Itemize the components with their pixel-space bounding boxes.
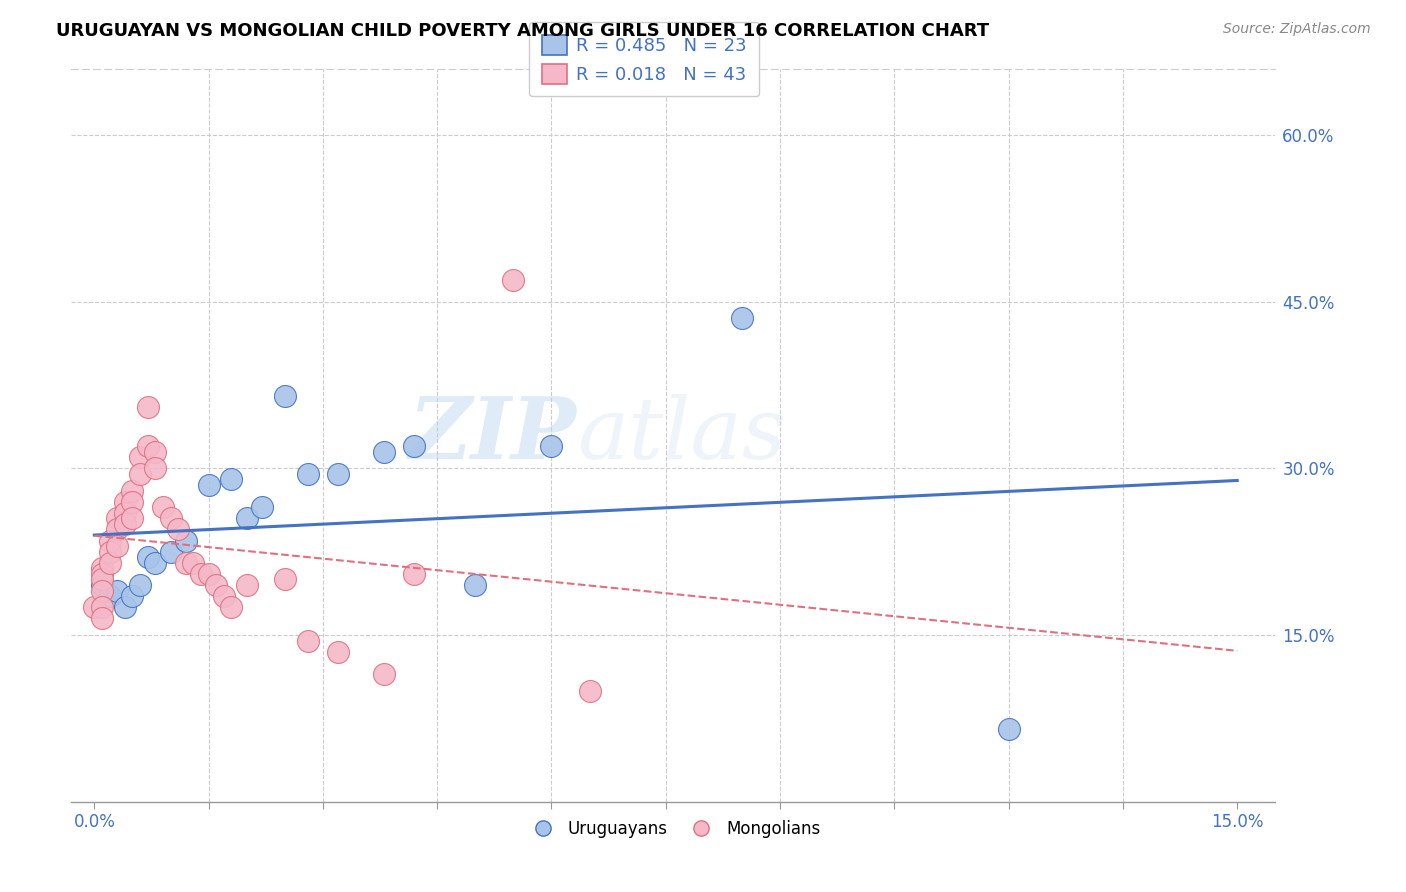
Text: URUGUAYAN VS MONGOLIAN CHILD POVERTY AMONG GIRLS UNDER 16 CORRELATION CHART: URUGUAYAN VS MONGOLIAN CHILD POVERTY AMO… [56, 22, 990, 40]
Point [114, 600, 136, 615]
Point [183, 556, 205, 570]
Point [997, 723, 1019, 737]
Point [143, 461, 166, 475]
Point [197, 478, 219, 492]
Point [136, 439, 159, 453]
Point [578, 683, 600, 698]
Point [297, 467, 319, 481]
Point [373, 666, 395, 681]
Point [91, 600, 114, 615]
Point [502, 272, 524, 286]
Point [235, 511, 257, 525]
Point [212, 589, 235, 603]
Point [197, 566, 219, 581]
Point [167, 523, 190, 537]
Point [221, 473, 243, 487]
Point [404, 439, 426, 453]
Point [114, 494, 136, 508]
Point [373, 444, 395, 458]
Point [221, 600, 243, 615]
Point [274, 573, 297, 587]
Point [105, 523, 128, 537]
Point [98, 589, 121, 603]
Point [297, 633, 319, 648]
Point [143, 556, 166, 570]
Point [91, 578, 114, 592]
Point [91, 573, 114, 587]
Point [105, 583, 128, 598]
Point [98, 533, 121, 548]
Point [540, 439, 562, 453]
Point [114, 506, 136, 520]
Point [136, 401, 159, 415]
Point [143, 444, 166, 458]
Point [464, 578, 486, 592]
Point [98, 544, 121, 558]
Point [731, 311, 754, 326]
Point [159, 511, 181, 525]
Point [91, 566, 114, 581]
Point [121, 483, 143, 498]
Point [136, 550, 159, 565]
Text: Source: ZipAtlas.com: Source: ZipAtlas.com [1223, 22, 1371, 37]
Point [404, 566, 426, 581]
Point [105, 511, 128, 525]
Point [91, 583, 114, 598]
Point [105, 539, 128, 553]
Point [121, 494, 143, 508]
Point [91, 561, 114, 575]
Point [129, 467, 152, 481]
Point [121, 511, 143, 525]
Text: atlas: atlas [576, 393, 786, 476]
Point [159, 544, 181, 558]
Point [83, 600, 105, 615]
Point [91, 611, 114, 625]
Point [129, 450, 152, 465]
Legend: Uruguayans, Mongolians: Uruguayans, Mongolians [520, 814, 827, 845]
Point [205, 578, 228, 592]
Point [328, 645, 350, 659]
Point [328, 467, 350, 481]
Point [129, 578, 152, 592]
Point [274, 389, 297, 403]
Point [121, 589, 143, 603]
Text: ZIP: ZIP [409, 393, 576, 477]
Point [174, 556, 197, 570]
Point [114, 516, 136, 531]
Point [190, 566, 212, 581]
Point [98, 556, 121, 570]
Point [152, 500, 174, 515]
Point [250, 500, 273, 515]
Point [235, 578, 257, 592]
Point [174, 533, 197, 548]
